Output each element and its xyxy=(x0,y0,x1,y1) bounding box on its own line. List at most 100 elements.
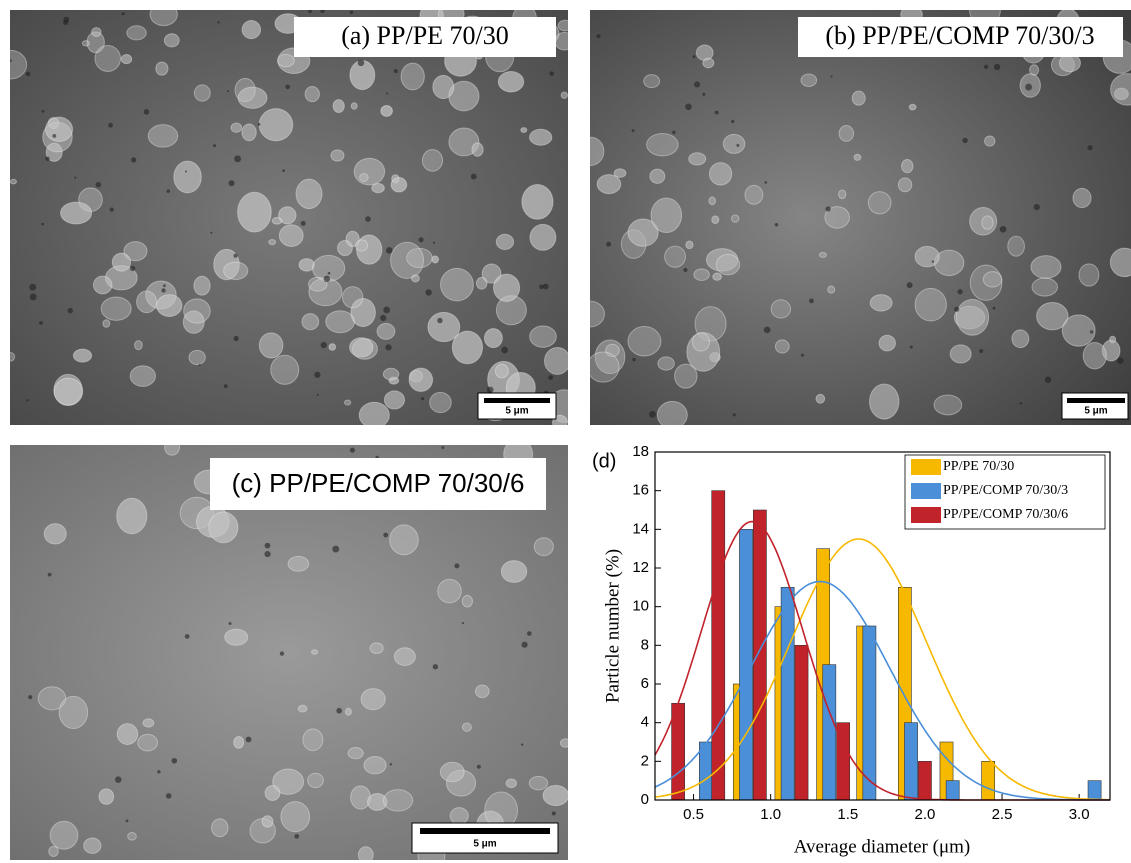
pore xyxy=(228,622,232,625)
texture xyxy=(981,215,994,230)
texture xyxy=(271,216,283,225)
panel-label: (b) PP/PE/COMP 70/30/3 xyxy=(825,21,1094,50)
texture xyxy=(356,234,383,265)
texture xyxy=(408,367,434,392)
texture xyxy=(901,158,914,174)
pore xyxy=(223,384,228,389)
texture xyxy=(521,184,554,220)
pore xyxy=(294,833,300,839)
texture xyxy=(363,756,387,775)
pore xyxy=(332,545,340,553)
legend-swatch xyxy=(911,459,941,475)
texture xyxy=(173,160,202,194)
texture xyxy=(390,241,424,280)
pore xyxy=(210,231,213,234)
texture xyxy=(328,343,337,351)
pore xyxy=(114,776,122,783)
texture xyxy=(304,86,320,103)
texture xyxy=(529,128,553,146)
texture xyxy=(208,511,239,544)
texture xyxy=(1036,302,1069,331)
pore xyxy=(213,144,217,148)
pore xyxy=(999,225,1007,233)
y-tick-label: 14 xyxy=(632,520,649,537)
texture xyxy=(164,445,181,456)
texture xyxy=(1061,314,1096,347)
pore xyxy=(957,289,963,295)
pore xyxy=(393,69,398,74)
label-box xyxy=(210,458,546,510)
texture xyxy=(560,91,568,100)
texture xyxy=(156,294,183,317)
texture xyxy=(1007,235,1025,257)
pore xyxy=(830,75,833,78)
texture xyxy=(1011,329,1030,349)
texture xyxy=(800,73,818,87)
pore xyxy=(962,137,968,144)
scale-bar-label: 5 μm xyxy=(505,406,528,417)
pore xyxy=(162,284,166,288)
texture xyxy=(45,116,74,142)
texture xyxy=(427,311,461,343)
texture xyxy=(702,57,715,69)
texture xyxy=(590,136,605,166)
texture xyxy=(343,399,352,406)
sem-image-b xyxy=(590,10,1131,425)
y-tick-label: 12 xyxy=(632,559,649,576)
texture xyxy=(543,347,568,375)
texture xyxy=(311,649,319,655)
texture xyxy=(308,276,328,292)
texture xyxy=(914,287,947,322)
texture xyxy=(37,686,67,711)
pore xyxy=(461,621,465,625)
pore xyxy=(1089,330,1094,334)
pore xyxy=(692,55,696,59)
pore xyxy=(257,123,261,126)
pore xyxy=(228,180,235,187)
pore xyxy=(233,253,238,258)
texture xyxy=(127,831,137,841)
pore xyxy=(308,10,312,14)
pore xyxy=(809,298,814,304)
texture xyxy=(355,239,369,252)
pore xyxy=(327,271,331,275)
fit-curve xyxy=(654,538,1110,801)
pore xyxy=(441,446,445,449)
texture xyxy=(60,201,93,225)
pore xyxy=(380,314,387,322)
texture xyxy=(1109,247,1131,278)
texture xyxy=(657,356,675,371)
pore xyxy=(316,393,319,396)
texture xyxy=(116,723,139,745)
pore xyxy=(1025,83,1033,91)
pore xyxy=(694,81,701,88)
pore xyxy=(52,133,57,138)
texture xyxy=(278,206,297,225)
legend-label: PP/PE/COMP 70/30/6 xyxy=(943,507,1068,522)
texture xyxy=(344,707,352,716)
plot-frame xyxy=(654,451,1111,801)
pore xyxy=(418,237,424,243)
sem-image-a xyxy=(10,10,568,425)
texture xyxy=(770,299,792,319)
texture xyxy=(280,801,311,833)
pore xyxy=(234,155,242,163)
texture xyxy=(188,349,206,366)
pore xyxy=(648,410,656,418)
pore xyxy=(226,90,229,93)
texture xyxy=(360,688,386,711)
texture xyxy=(341,286,364,309)
x-tick-label: 1.5 xyxy=(837,806,858,823)
texture xyxy=(646,132,679,157)
bar xyxy=(918,761,932,801)
pore xyxy=(486,386,494,394)
texture xyxy=(261,815,274,828)
pore xyxy=(131,157,137,163)
texture xyxy=(1078,263,1100,287)
texture xyxy=(474,684,490,699)
pore xyxy=(166,189,171,193)
legend-swatch xyxy=(911,507,941,523)
texture xyxy=(86,31,105,54)
texture xyxy=(298,258,315,272)
y-tick-label: 10 xyxy=(632,598,649,615)
